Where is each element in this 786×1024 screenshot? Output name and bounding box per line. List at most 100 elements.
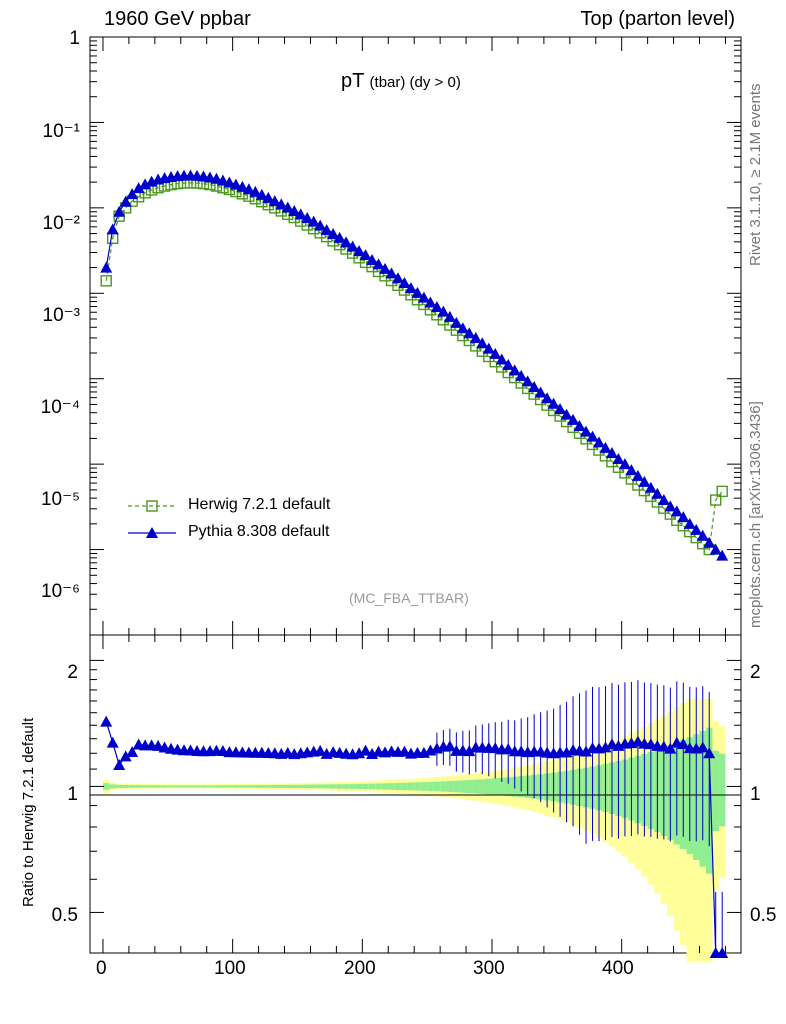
pythia-point	[294, 208, 307, 220]
pythia-point	[696, 529, 709, 541]
ratio-ylabel: Ratio to Herwig 7.2.1 default	[20, 717, 37, 907]
pythia-point	[605, 447, 618, 459]
pythia-point	[359, 249, 372, 261]
pythia-point	[288, 204, 301, 216]
xtick-label: 0	[96, 958, 107, 979]
pythia-point	[236, 180, 249, 192]
herwig-point	[100, 275, 112, 287]
pythia-point	[346, 240, 359, 252]
pythia-point	[690, 523, 703, 535]
pythia-point	[262, 191, 275, 203]
pythia-point	[106, 223, 119, 235]
band-inner-bin	[401, 782, 408, 791]
band-inner-bin	[297, 784, 304, 789]
pythia-point	[677, 511, 690, 523]
pythia-point	[521, 375, 534, 387]
ratio-point	[443, 740, 456, 752]
ratio-point	[314, 744, 327, 756]
main-ytick-label: 10⁻³	[42, 305, 81, 326]
pythia-point	[424, 296, 437, 308]
pythia-point	[599, 441, 612, 453]
band-inner-bin	[154, 785, 162, 788]
pythia-point	[657, 494, 670, 506]
ratio-ytick-label-right: 0.5	[750, 905, 777, 926]
band-inner-bin	[368, 783, 376, 790]
pythia-point	[385, 267, 398, 279]
band-inner-bin	[498, 777, 505, 796]
pythia-point	[476, 337, 489, 349]
legend-pythia-label: Pythia 8.308 default	[188, 523, 330, 540]
pythia-point	[301, 212, 314, 224]
band-inner-bin	[718, 753, 726, 827]
band-inner-bin	[459, 780, 467, 793]
pythia-point	[644, 481, 657, 493]
band-inner-bin	[200, 785, 207, 788]
ratio-point	[119, 750, 132, 762]
pythia-point	[664, 500, 677, 512]
ratio-point	[359, 744, 372, 756]
ratio-point	[100, 715, 113, 727]
band-inner-bin	[414, 782, 421, 791]
pythia-point	[515, 369, 528, 381]
plot-title-main: pT	[341, 70, 364, 92]
ratio-ytick-label-right: 1	[750, 784, 761, 805]
band-inner-bin	[303, 784, 311, 789]
pythia-point	[268, 195, 281, 207]
pythia-point	[534, 386, 547, 398]
ratio-point	[398, 745, 411, 757]
band-inner-bin	[167, 785, 175, 788]
ratio-point	[113, 759, 126, 771]
pythia-point	[126, 188, 139, 200]
band-inner-bin	[388, 783, 395, 790]
rivet-version-text: Rivet 3.1.10, ≥ 2.1M events	[747, 83, 764, 267]
pythia-point	[567, 413, 580, 425]
band-inner-bin	[362, 783, 369, 790]
pythia-point	[560, 408, 573, 420]
main-ytick-label: 10⁻⁶	[41, 581, 80, 602]
band-inner-bin	[427, 781, 434, 792]
pythia-point	[541, 392, 554, 404]
band-inner-bin	[206, 785, 214, 788]
ratio-point	[716, 947, 729, 958]
band-inner-bin	[271, 784, 279, 788]
pythia-point	[437, 305, 450, 317]
pythia-point	[255, 188, 268, 200]
analysis-tag: (MC_FBA_TTBAR)	[349, 590, 469, 606]
band-inner-bin	[381, 783, 389, 790]
pythia-point	[670, 505, 683, 517]
pythia-point	[281, 201, 294, 213]
pythia-point	[456, 322, 469, 334]
band-inner-bin	[394, 782, 402, 790]
band-inner-bin	[712, 750, 719, 832]
pythia-point	[249, 185, 262, 197]
ratio-ytick-label: 0.5	[51, 905, 78, 926]
pythia-point	[580, 425, 593, 437]
pythia-point	[320, 224, 333, 236]
ratio-point	[502, 742, 515, 754]
band-inner-bin	[485, 778, 493, 795]
band-inner-bin	[472, 779, 480, 794]
pythia-point	[139, 178, 152, 190]
ratio-ytick-label: 2	[67, 662, 78, 683]
pythia-point	[683, 517, 696, 529]
ratio-point	[677, 737, 690, 749]
band-inner-bin	[213, 785, 220, 788]
pythia-point	[638, 475, 651, 487]
band-inner-bin	[466, 780, 473, 794]
band-inner-bin	[232, 785, 240, 788]
band-inner-bin	[407, 782, 415, 791]
plot-title: pT (tbar) (dy > 0)	[341, 70, 461, 93]
pythia-point	[229, 178, 242, 190]
pythia-point	[489, 347, 502, 359]
band-inner-bin	[492, 778, 499, 795]
pythia-point	[398, 276, 411, 288]
pythia-point	[307, 215, 320, 227]
pythia-point	[612, 452, 625, 464]
pythia-point	[651, 487, 664, 499]
pythia-point	[113, 205, 126, 217]
pythia-point	[450, 316, 463, 328]
band-inner-bin	[375, 783, 382, 790]
band-inner-bin	[180, 785, 188, 788]
pythia-point	[573, 419, 586, 431]
pythia-point	[119, 195, 132, 207]
